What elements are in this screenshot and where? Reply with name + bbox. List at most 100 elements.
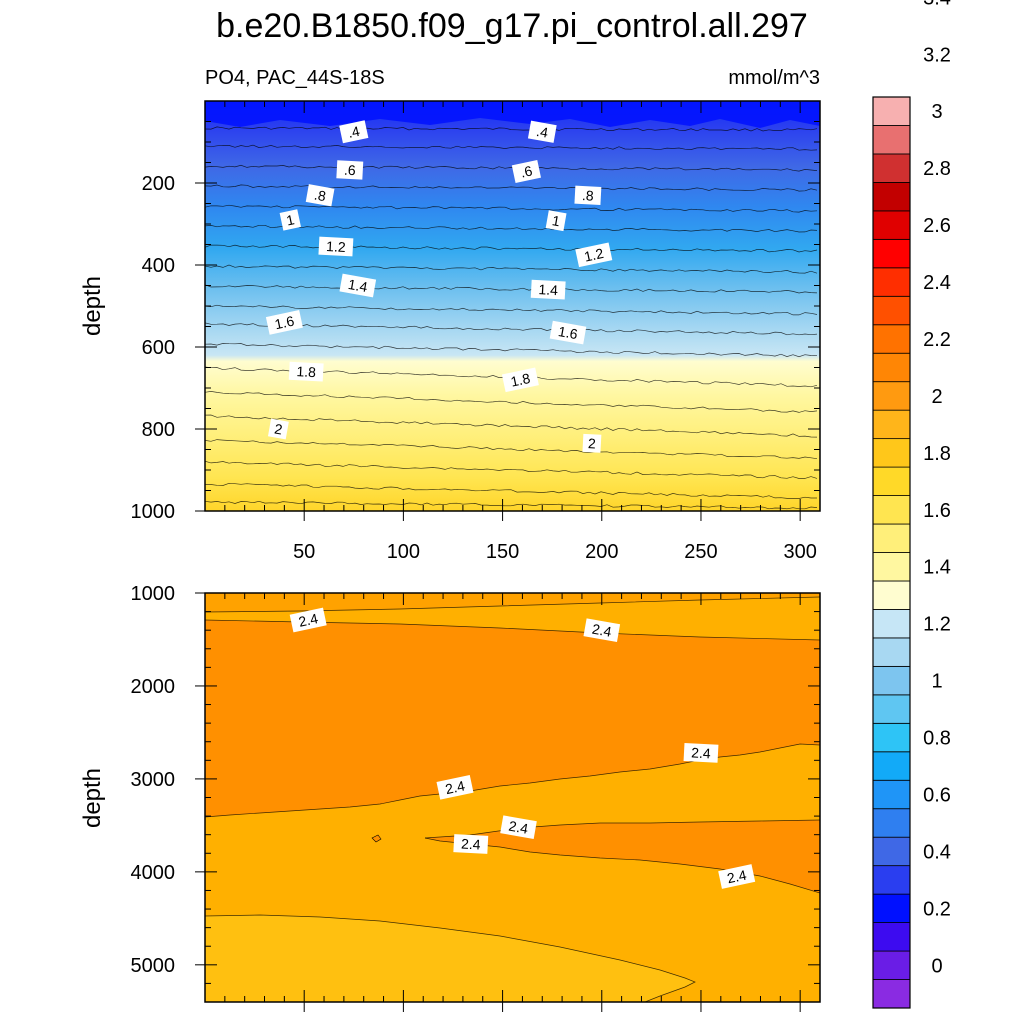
contour-label: 1.8	[501, 367, 539, 393]
contour-label-box	[718, 864, 756, 889]
contour-label: 2.4	[500, 815, 537, 840]
contour-label-text: 1.8	[509, 370, 532, 390]
y-tick-label: 1000	[131, 583, 176, 605]
contour-label-text: 2.4	[691, 744, 711, 761]
colorbar-tick-label: 3.2	[923, 44, 951, 66]
contour-label: 2.4	[683, 743, 719, 763]
upper-contour-line	[205, 126, 818, 132]
contour-label-text: 1	[551, 212, 562, 229]
colorbar-swatch	[872, 267, 911, 297]
lower-small-patch	[371, 834, 382, 843]
contour-label: 1.8	[288, 361, 324, 382]
colorbar-tick-label: 0.2	[923, 898, 951, 920]
contour-label-box	[267, 418, 289, 440]
contour-label-text: 2	[273, 420, 284, 437]
contour-label-text: 2.4	[461, 836, 481, 853]
colorbar-tick-label: 1.4	[923, 557, 951, 579]
upper-contour-line	[205, 224, 818, 233]
colorbar-swatch	[872, 779, 911, 810]
upper-contour-line	[205, 244, 818, 253]
colorbar-swatch	[872, 979, 911, 1009]
upper-contour-line	[205, 414, 818, 438]
contour-label-box	[318, 236, 354, 257]
colorbar-swatch	[872, 922, 911, 952]
upper-contour-line	[205, 164, 818, 172]
contour-label-text: 2.4	[297, 610, 320, 630]
lower-contour-line	[205, 743, 820, 818]
contour-label-box	[289, 607, 327, 633]
lower-deep-min-band	[205, 915, 695, 1002]
contour-label-text: .4	[535, 123, 549, 141]
contour-label: 2.4	[718, 864, 756, 889]
contour-label-box	[436, 774, 474, 800]
contour-label-text: .6	[519, 162, 534, 180]
upper-contour-lines	[205, 126, 818, 510]
x-tick-label: 300	[783, 541, 816, 563]
upper-contour-line	[205, 144, 818, 151]
lower-mid-max-band	[425, 820, 820, 893]
y-tick-label: 200	[142, 173, 175, 195]
colorbar-tick-label: 0.4	[923, 841, 951, 863]
colorbar-tick-label: 3	[931, 101, 942, 123]
contour-label-text: 2.4	[444, 777, 467, 797]
colorbar-swatch	[872, 381, 911, 411]
units-subtitle: mmol/m^3	[728, 67, 820, 89]
contour-label-text: 1.4	[347, 276, 369, 295]
y-tick-label: 600	[142, 337, 175, 359]
colorbar-swatch	[872, 182, 911, 212]
contour-label-text: .8	[582, 187, 595, 204]
colorbar-tick-label: 0.8	[923, 728, 951, 750]
colorbar-tick-label: 2.8	[923, 158, 951, 180]
contour-label: .6	[336, 160, 364, 180]
colorbar-swatch	[872, 409, 911, 440]
contour-label-box	[683, 743, 719, 763]
colorbar-swatch	[872, 324, 911, 354]
upper-contour-line	[205, 264, 818, 274]
contour-label-text: 2.4	[508, 818, 530, 837]
contour-label-box	[549, 320, 587, 345]
upper-contour-line	[205, 482, 817, 499]
colorbar-tick-label: 2	[931, 386, 942, 408]
upper-contour-line	[205, 304, 818, 316]
contour-label-text: 1.2	[326, 238, 346, 255]
contour-label-text: 1.6	[557, 323, 579, 342]
upper-contour-line	[205, 204, 818, 213]
x-tick-label: 250	[684, 541, 717, 563]
contour-label-box	[500, 815, 537, 840]
contour-label-box	[453, 834, 489, 854]
colorbar-tick-label: 1.8	[923, 443, 951, 465]
x-tick-label: 150	[486, 541, 519, 563]
upper-contour-line	[205, 322, 818, 336]
colorbar-swatch	[872, 609, 911, 639]
colorbar-swatch	[872, 836, 911, 867]
contour-label-text: 1.8	[296, 363, 316, 380]
lower-x-ticks	[224, 593, 821, 1012]
colorbar-swatch	[872, 466, 911, 496]
colorbar-swatch	[872, 210, 911, 240]
contour-label-text: 1.6	[273, 313, 296, 333]
upper-contour-line	[205, 439, 818, 460]
contour-label: .8	[574, 185, 602, 205]
colorbar-tick-label: 0	[931, 955, 942, 977]
contour-label: 1.6	[549, 320, 587, 345]
colorbar-tick-label: 2.2	[923, 329, 951, 351]
colorbar-swatch	[872, 694, 911, 724]
colorbar-swatch	[872, 580, 911, 610]
y-tick-label: 400	[142, 255, 175, 277]
contour-label: 2.4	[583, 618, 621, 643]
contour-label-box	[265, 310, 303, 335]
contour-label: 2	[582, 433, 602, 453]
colorbar-swatch	[872, 950, 911, 980]
lower-contour-line	[205, 914, 696, 1002]
lower-contour-labels: 2.4 2.4 2.4 2.4 2.4 2.4 2.4	[289, 607, 756, 889]
contour-label: 2	[267, 418, 289, 440]
contour-label: 1	[545, 210, 567, 232]
contour-label-text: .8	[313, 186, 327, 204]
colorbar-tick-label: 2.6	[923, 215, 951, 237]
x-tick-label: 200	[585, 541, 618, 563]
contour-label-box	[339, 120, 369, 144]
lower-upper-max-band	[205, 620, 820, 817]
lower-top-band	[205, 593, 820, 612]
y-tick-label: 1000	[131, 501, 176, 523]
